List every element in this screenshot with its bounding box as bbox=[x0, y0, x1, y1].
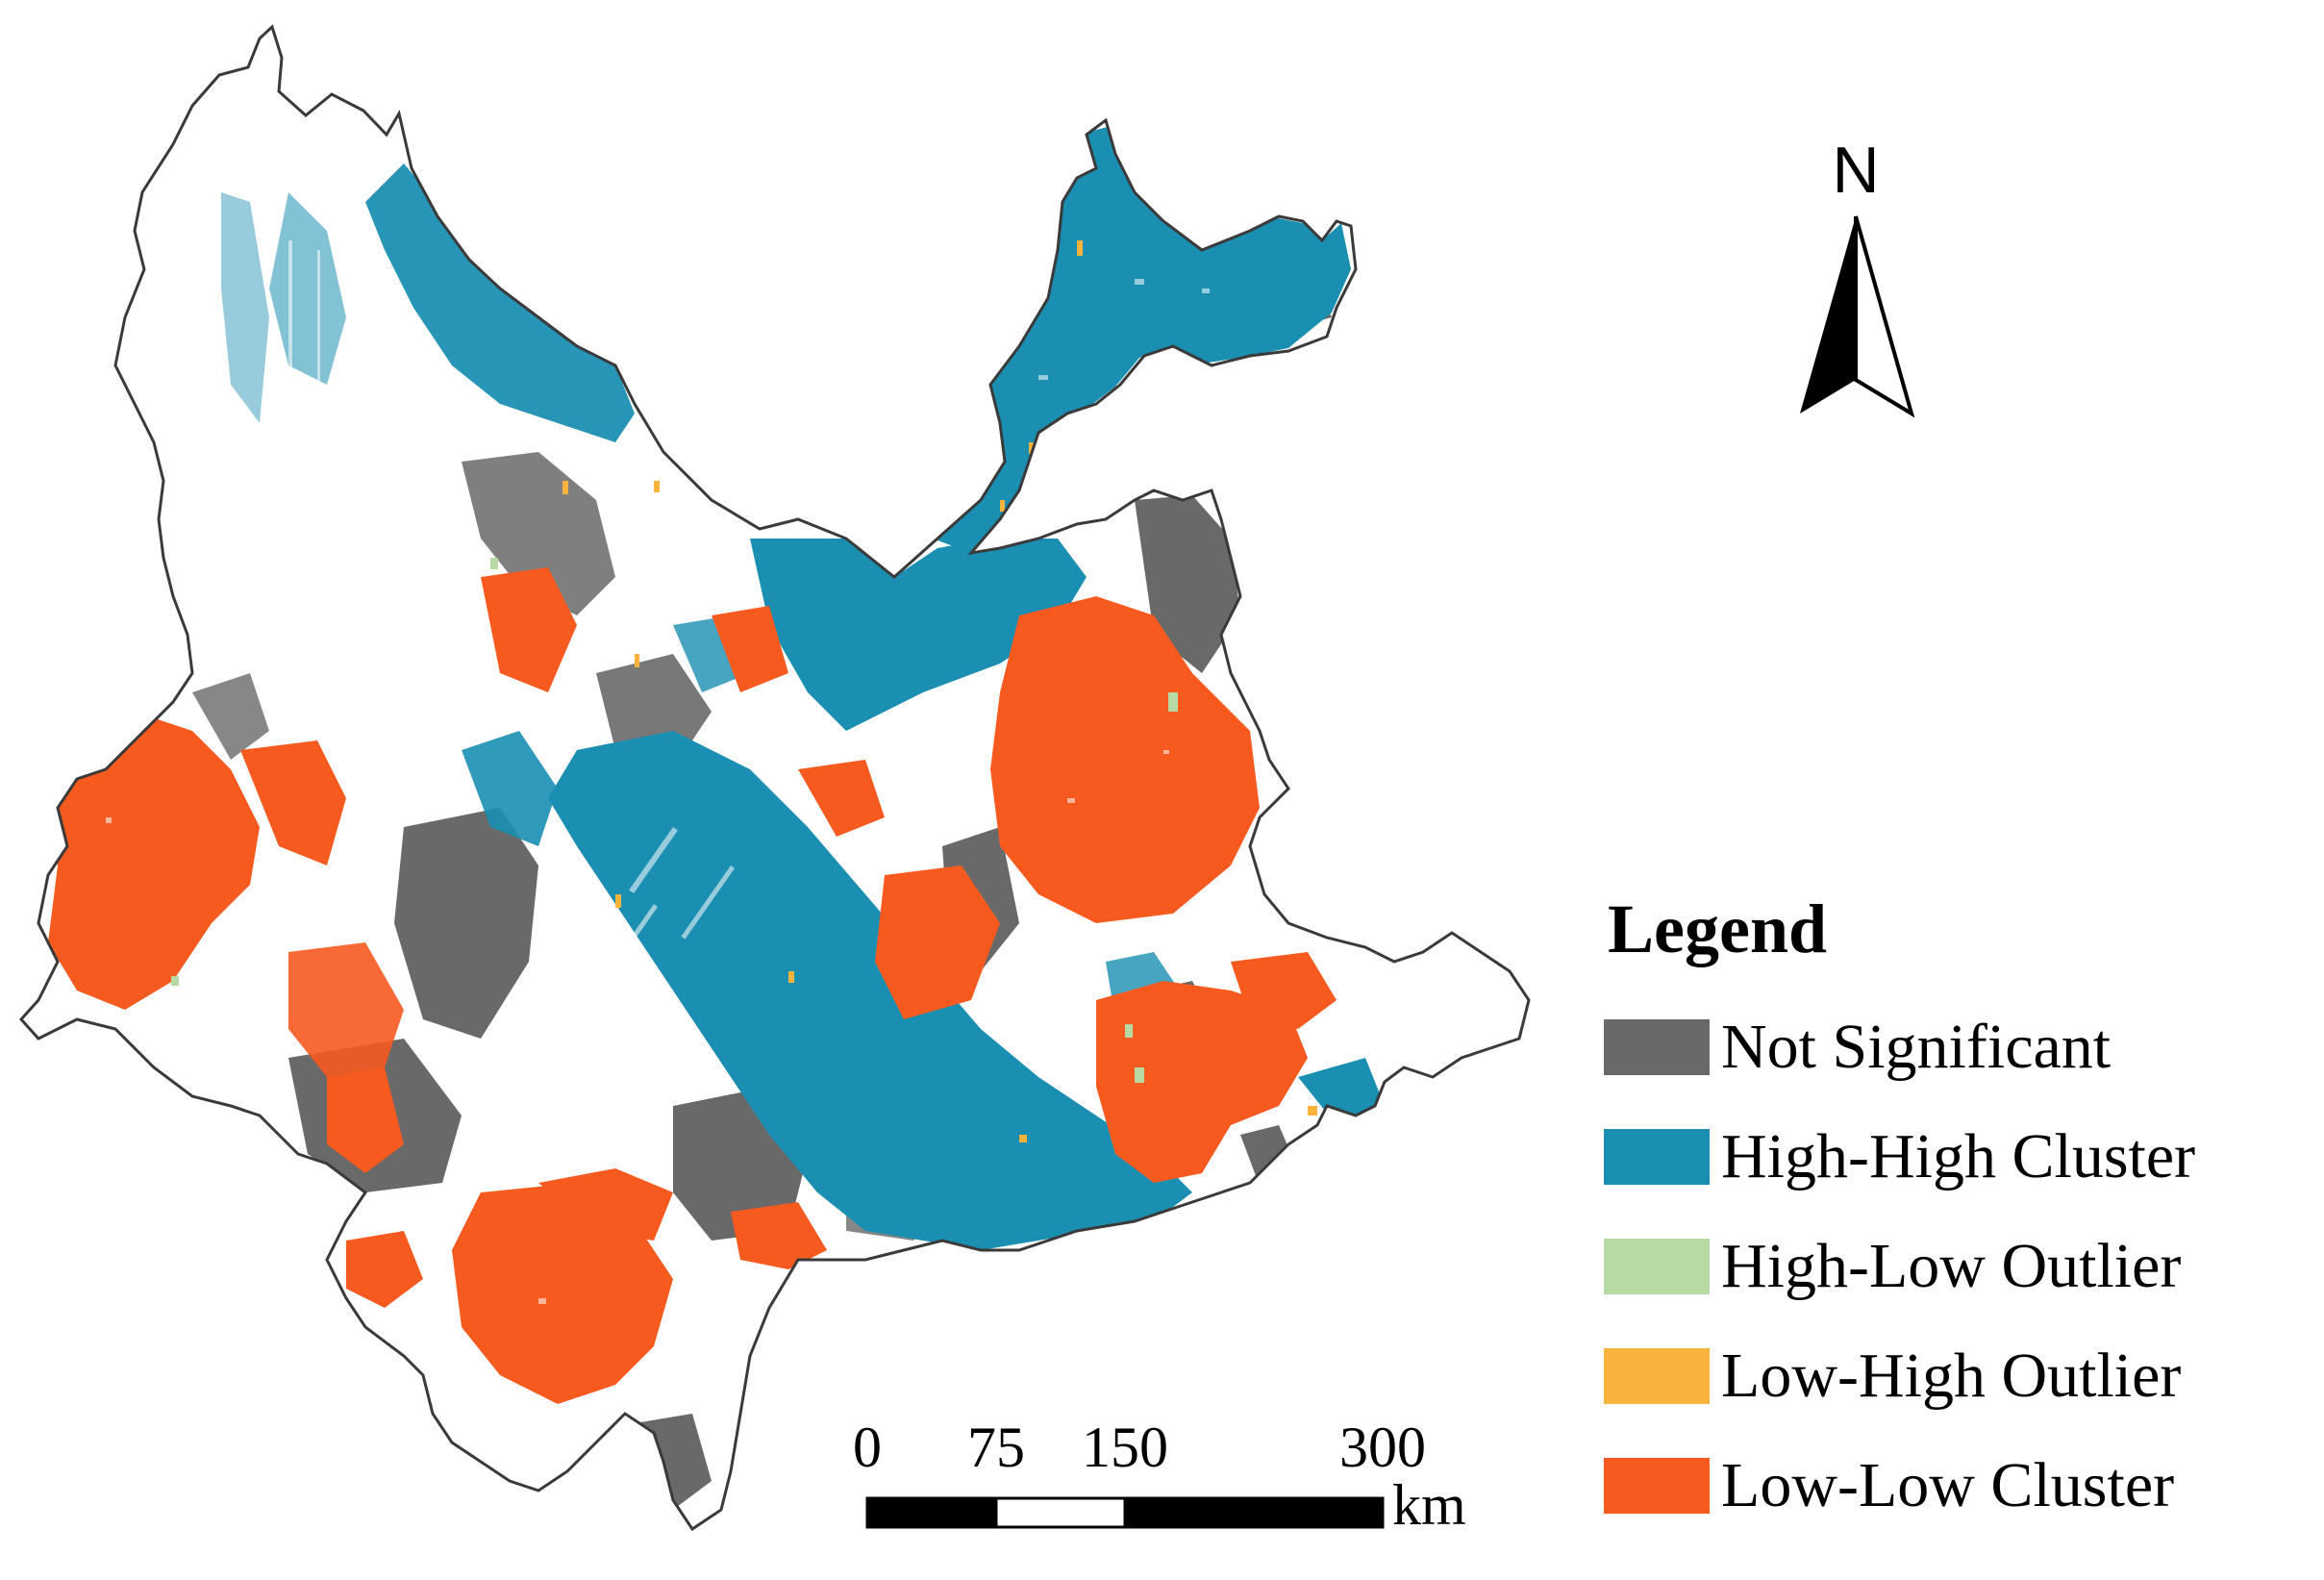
white-speckle-texture bbox=[106, 240, 1210, 1304]
legend-title: Legend bbox=[1608, 890, 1827, 967]
scale-bar-unit: km bbox=[1392, 1473, 1466, 1537]
north-arrow: N bbox=[1800, 134, 1915, 418]
legend-item-high-low-outlier-swatch bbox=[1604, 1239, 1710, 1294]
scale-bar-segment bbox=[1123, 1496, 1385, 1529]
legend-item-low-low-cluster-swatch bbox=[1604, 1458, 1710, 1514]
legend-item-high-high-cluster-swatch bbox=[1604, 1129, 1710, 1185]
scale-bar-segment bbox=[994, 1496, 1127, 1529]
scale-bar-tick-label: 150 bbox=[1082, 1416, 1168, 1479]
scale-bar-segments bbox=[865, 1496, 1385, 1529]
scale-bar-tick-labels: 0 75 150 300 bbox=[853, 1416, 1426, 1479]
legend-item-low-low-cluster-label: Low-Low Cluster bbox=[1721, 1450, 2174, 1520]
scale-bar-tick-label: 75 bbox=[967, 1416, 1025, 1479]
legend-item-not-significant-swatch bbox=[1604, 1019, 1710, 1075]
legend-item-not-significant-label: Not Significant bbox=[1721, 1012, 2111, 1082]
north-arrow-right-half bbox=[1854, 215, 1915, 418]
legend: Legend Not Significant High-High Cluster H… bbox=[1604, 890, 2195, 1520]
legend-item-low-high-outlier-label: Low-High Outlier bbox=[1721, 1341, 2181, 1411]
legend-item-low-high-outlier-swatch bbox=[1604, 1348, 1710, 1404]
high-low-outlier-specks bbox=[171, 558, 1178, 1083]
scale-bar-tick-label: 0 bbox=[853, 1416, 882, 1479]
legend-item-high-high-cluster-label: High-High Cluster bbox=[1721, 1121, 2195, 1191]
scale-bar-tick-label: 300 bbox=[1339, 1416, 1426, 1479]
north-arrow-left-half bbox=[1800, 216, 1856, 414]
scale-bar-segment bbox=[865, 1496, 998, 1529]
legend-item-high-low-outlier-label: High-Low Outlier bbox=[1721, 1231, 2181, 1301]
legend-items: Not Significant High-High Cluster High-Low… bbox=[1604, 1012, 2195, 1520]
low-high-outlier-specks bbox=[562, 240, 1317, 1142]
low-low-cluster-areas bbox=[48, 567, 1337, 1404]
north-arrow-label: N bbox=[1832, 134, 1879, 207]
scale-bar: 0 75 150 300 km bbox=[853, 1416, 1466, 1537]
